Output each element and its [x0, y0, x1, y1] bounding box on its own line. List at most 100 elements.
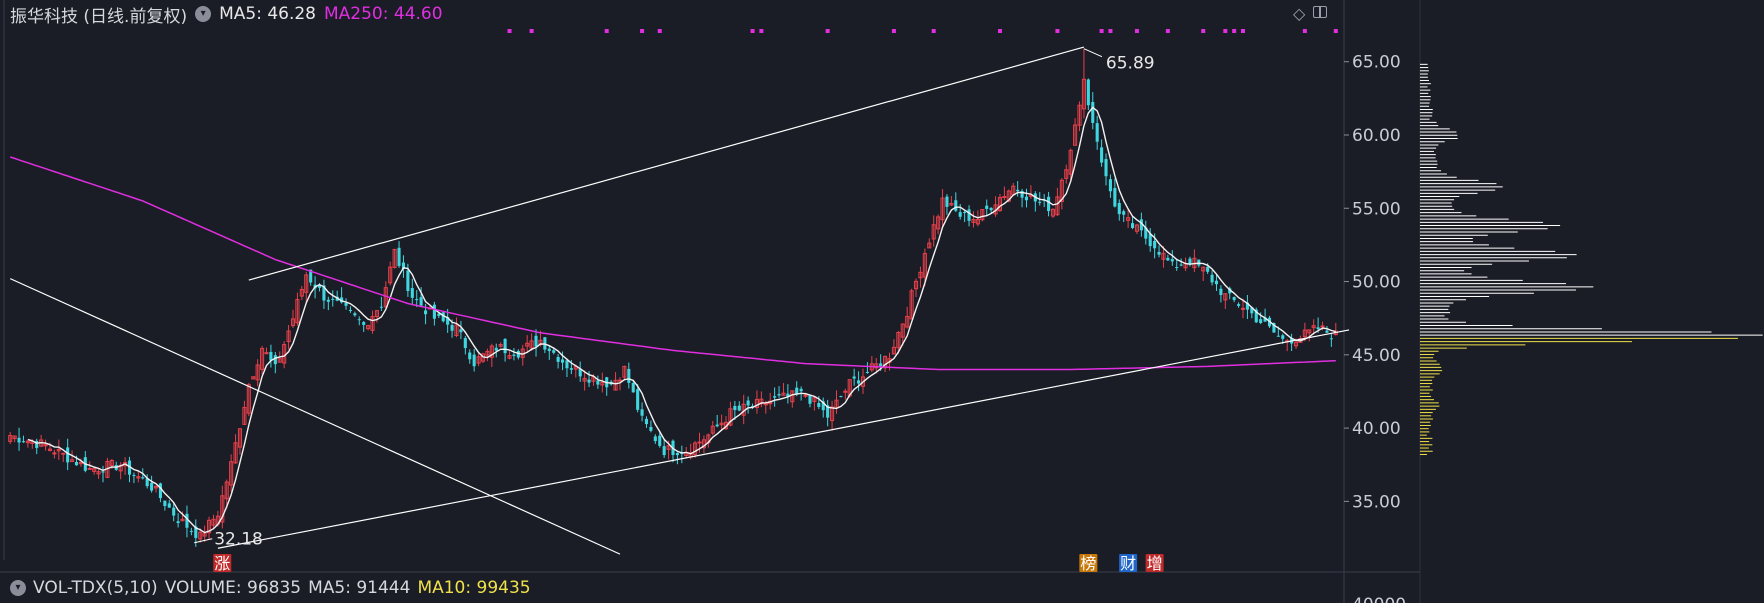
candle-body-down: [547, 348, 551, 352]
event-marker-dot: [657, 29, 662, 33]
candle-body-down: [357, 319, 361, 321]
candle-body-down: [1153, 241, 1157, 249]
event-badge-label: 财: [1120, 554, 1136, 573]
candle-body-up: [8, 435, 13, 442]
candle-body-down: [662, 446, 666, 456]
event-marker-dot: [1108, 29, 1113, 33]
candle-body-up: [1320, 325, 1325, 328]
candle-body-up: [47, 448, 53, 451]
candle-body-up: [781, 392, 786, 396]
candle-body-up: [719, 422, 724, 426]
candle-body-up: [370, 316, 375, 331]
candle-body-down: [415, 299, 419, 301]
ma250-legend: MA250: 44.60: [324, 4, 443, 24]
candle-body-up: [997, 196, 1003, 212]
candle-body-down: [340, 297, 344, 303]
candle-body-down: [1144, 227, 1148, 239]
candle-body-up: [1081, 78, 1086, 110]
candle-body-up: [485, 350, 490, 356]
candle-body-down: [1214, 280, 1219, 285]
candle-body-up: [1134, 224, 1140, 232]
diamond-icon[interactable]: ◇: [1293, 4, 1306, 23]
candle-body-up: [949, 202, 954, 206]
candle-body-up: [366, 325, 371, 330]
candle-body-down: [569, 368, 573, 370]
candle-body-up: [260, 348, 265, 370]
collapse-circle-icon[interactable]: ▾: [195, 6, 212, 22]
event-badge: [1145, 554, 1164, 572]
candle-body-up: [582, 377, 587, 382]
high-price-label: 65.89: [1106, 54, 1155, 74]
volume-ma5: MA5: 91444: [308, 578, 411, 598]
collapse-circle-icon[interactable]: ▾: [10, 580, 26, 596]
candle-body-up: [913, 280, 919, 290]
candle-body-up: [891, 346, 896, 355]
candle-body-up: [43, 444, 48, 447]
candle-body-down: [1237, 304, 1241, 306]
stock-title[interactable]: 振华科技 (日线.前复权): [10, 6, 188, 27]
candle-body-up: [136, 476, 141, 479]
candle-body-up: [931, 224, 936, 240]
candle-body-down: [658, 435, 662, 446]
candle-body-up: [180, 518, 185, 522]
volume-ma10: MA10: 99435: [417, 578, 531, 598]
candle-body-down: [163, 500, 167, 506]
candle-body-down: [273, 355, 277, 365]
candle-body-down: [127, 460, 132, 475]
candle-body-up: [617, 379, 623, 382]
candle-body-up: [1059, 179, 1064, 202]
candle-body-down: [963, 212, 967, 214]
candle-body-up: [1302, 329, 1307, 338]
candle-body-up: [940, 197, 945, 221]
candle-body-down: [176, 521, 180, 524]
y-tick-label: 55.00: [1352, 199, 1401, 219]
chart-header: 振华科技 (日线.前复权) ▾ MA5: 46.28 MA250: 44.60: [10, 3, 443, 27]
event-marker-dot: [825, 29, 830, 33]
candle-body-up: [286, 330, 291, 343]
candle-body-down: [472, 354, 476, 367]
candle-body-down: [446, 317, 450, 325]
candle-body-down: [817, 402, 821, 407]
candle-body-down: [578, 368, 582, 377]
candle-body-up: [697, 441, 702, 444]
candle-body-up: [1223, 293, 1228, 301]
event-marker-dot: [759, 29, 764, 33]
candle-body-down: [344, 302, 348, 306]
candle-body-down: [627, 368, 631, 383]
candle-body-up: [1068, 149, 1073, 175]
candle-body-up: [255, 364, 260, 381]
trendline: [248, 46, 1085, 281]
candle-body-up: [211, 518, 216, 526]
candle-body-up: [909, 290, 914, 320]
candle-body-down: [852, 376, 856, 379]
y-tick-label: 40.00: [1352, 419, 1401, 439]
volume-indicator-name[interactable]: VOL-TDX(5,10): [33, 578, 158, 598]
candle-body-down: [269, 351, 273, 361]
candle-body-up: [1240, 307, 1246, 310]
candle-body-down: [317, 285, 322, 288]
candle-body-down: [737, 405, 741, 411]
candle-body-up: [153, 485, 159, 489]
candle-body-down: [450, 325, 454, 331]
candle-body-down: [1016, 189, 1020, 192]
candle-body-up: [975, 218, 980, 225]
candle-body-up: [1293, 341, 1299, 347]
candle-body-up: [1077, 104, 1082, 126]
candle-body-up: [812, 397, 817, 402]
candle-body-up: [529, 340, 534, 349]
low-pointer: [194, 538, 213, 544]
candle-body-down: [74, 462, 79, 466]
candle-body-up: [710, 425, 715, 434]
candle-body-up: [936, 216, 941, 230]
ma250-line: [9, 156, 1336, 371]
event-badge-label: 涨: [214, 554, 230, 573]
candle-body-down: [1210, 274, 1214, 283]
candle-body-up: [525, 342, 530, 347]
y-tick-label: 50.00: [1352, 273, 1401, 293]
event-marker-dot: [604, 29, 609, 33]
panel-toggle-icon[interactable]: [1313, 6, 1328, 18]
candle-body-down: [410, 288, 414, 298]
event-marker-dot: [1165, 29, 1170, 33]
candle-body-up: [900, 323, 905, 338]
